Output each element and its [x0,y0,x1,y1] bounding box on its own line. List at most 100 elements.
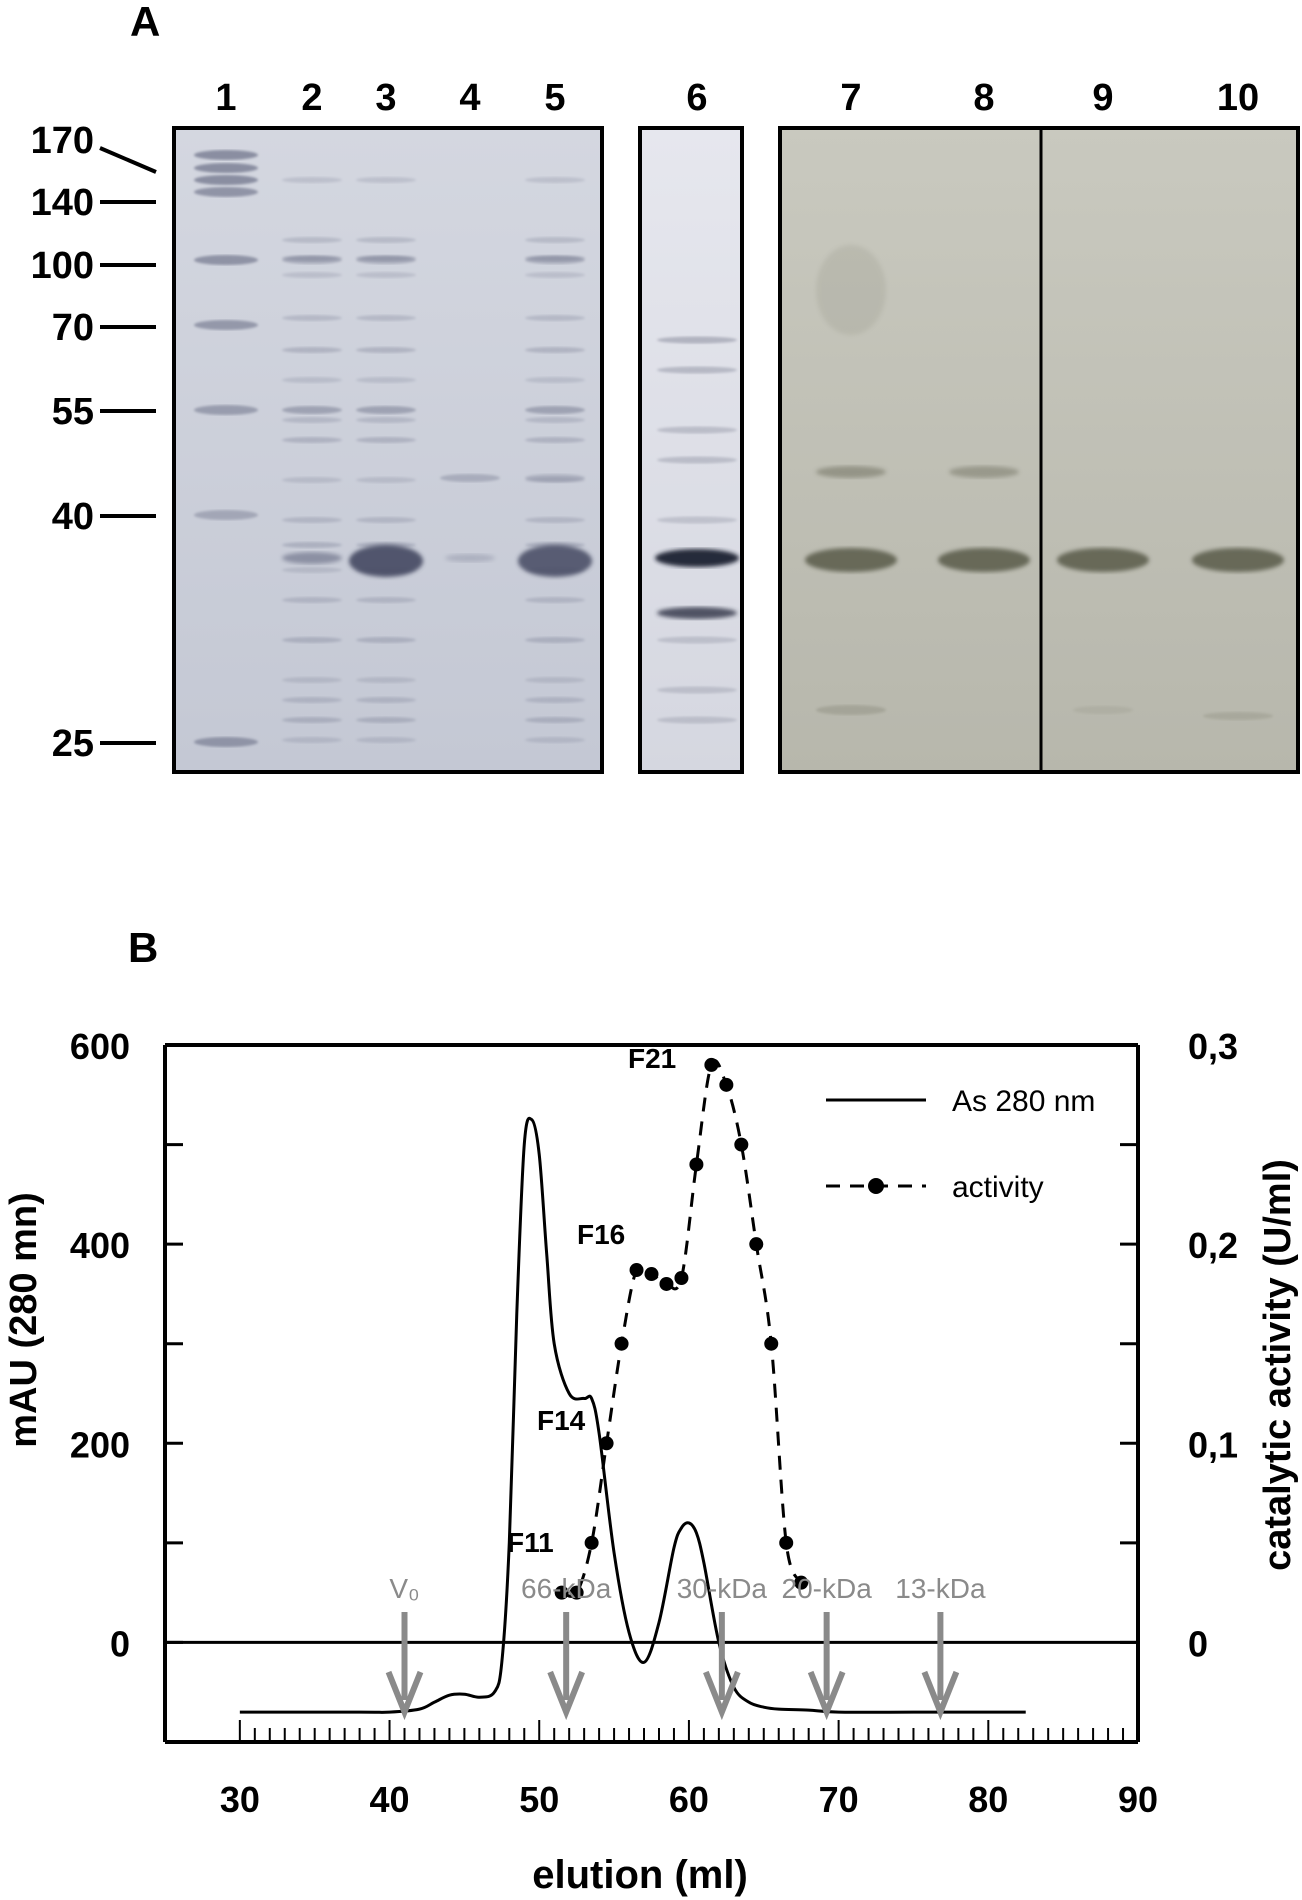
gel-band [525,717,585,723]
gel-band [356,237,416,243]
activity-point [689,1157,704,1172]
gel-band [282,597,342,603]
gel-band [282,417,342,423]
gel-band [525,437,585,443]
mw-label-100: 100 [31,245,94,287]
gel-bands [194,150,1284,747]
gel-band [282,567,342,573]
gel-band [194,737,258,747]
gel-panel-lanes-7-10 [778,126,1300,774]
panel-a-letter: A [130,0,160,45]
fraction-label-f21: F21 [628,1043,676,1074]
fraction-label-f16: F16 [577,1219,625,1250]
gel-band [282,737,342,743]
gel-band [356,477,416,483]
calibration-marker-label: 13-kDa [895,1573,986,1604]
mw-label-70: 70 [52,307,94,349]
gel-band [356,677,416,683]
activity-point [749,1237,764,1252]
y-tick-right-label: 0,2 [1188,1225,1238,1266]
calibration-marker: 13-kDa [895,1573,986,1721]
gel-band [525,737,585,743]
lane-number-8: 8 [973,77,994,119]
x-tick-label: 40 [370,1779,410,1820]
activity-point [674,1270,689,1285]
legend: As 280 nm activity [826,1085,1095,1204]
y-tick-left-label: 200 [70,1424,130,1465]
calibration-marker: 66-kDa [521,1573,612,1721]
lane-number-6: 6 [686,77,707,119]
y-tick-left-label: 0 [110,1623,130,1664]
gel-band [194,150,258,160]
gel-band [282,272,342,278]
gel-band [282,377,342,383]
gel-band [525,272,585,278]
series-activity-line [561,1059,803,1598]
gel-band [194,163,258,173]
gel-band [194,405,258,415]
calibration-arrow-head [921,1670,960,1721]
gel-band [1192,548,1284,572]
gel-band [282,315,342,321]
activity-point [569,1585,584,1600]
calibration-marker: 20-kDa [782,1573,872,1721]
y-tick-left-label: 400 [70,1225,130,1266]
gel-band [938,548,1030,572]
y-tick-right-label: 0,1 [1188,1424,1238,1465]
activity-point [704,1057,719,1072]
gel-band [356,597,416,603]
mw-label-40: 40 [52,496,94,538]
lane-number-4: 4 [459,77,480,119]
gel-band [657,456,737,464]
gel-band [282,347,342,353]
gel-band [949,466,1019,478]
gel-panel-lane-6 [638,126,744,774]
y-tick-left-label: 600 [70,1026,130,1067]
legend-label-as280: As 280 nm [952,1085,1095,1118]
gel-band [525,637,585,643]
calibration-arrow-head [807,1670,846,1721]
gel-band [657,426,737,434]
gel-band [356,637,416,643]
mw-label-55: 55 [52,391,94,433]
gel-band [657,716,737,724]
gel-band [282,677,342,683]
activity-point [599,1436,614,1451]
activity-point [779,1535,794,1550]
gel-band [805,548,897,572]
gel-band [349,545,423,577]
gel-band [282,517,342,523]
gel-band [356,437,416,443]
gel-band [518,545,592,577]
calibration-marker-label: 66-kDa [521,1573,612,1604]
activity-point [734,1137,749,1152]
gel-band [657,516,737,524]
activity-point [794,1575,809,1590]
gel-panel-lanes-1-5 [172,126,604,774]
gel-band [816,245,886,335]
gel-band [1073,706,1133,714]
gel-band [525,697,585,703]
gel-band [282,552,342,564]
gel-band [655,549,739,567]
gel-band [282,717,342,723]
lane-number-3: 3 [375,77,396,119]
y-tick-right-label: 0,3 [1188,1026,1238,1067]
gel-band [356,272,416,278]
gel-band [194,510,258,520]
x-tick-label: 80 [968,1779,1008,1820]
gel-band [657,366,737,374]
gel-band [525,406,585,414]
chromatogram-chart: 600 400 200 0 0,3 0,2 0,1 0 30 40 50 60 70 80 90 elutio… [3,1026,1299,1897]
gel-band [282,477,342,483]
gel-band [525,177,585,183]
gel-band [356,697,416,703]
y-axis-left-title: mAU (280 mn) [3,1192,45,1448]
activity-point [719,1077,734,1092]
gel-band [356,737,416,743]
gel-band [356,717,416,723]
lane-number-1: 1 [215,77,236,119]
mw-label-140: 140 [31,182,94,224]
gel-band [194,255,258,265]
fraction-label-f11: F11 [507,1527,554,1558]
